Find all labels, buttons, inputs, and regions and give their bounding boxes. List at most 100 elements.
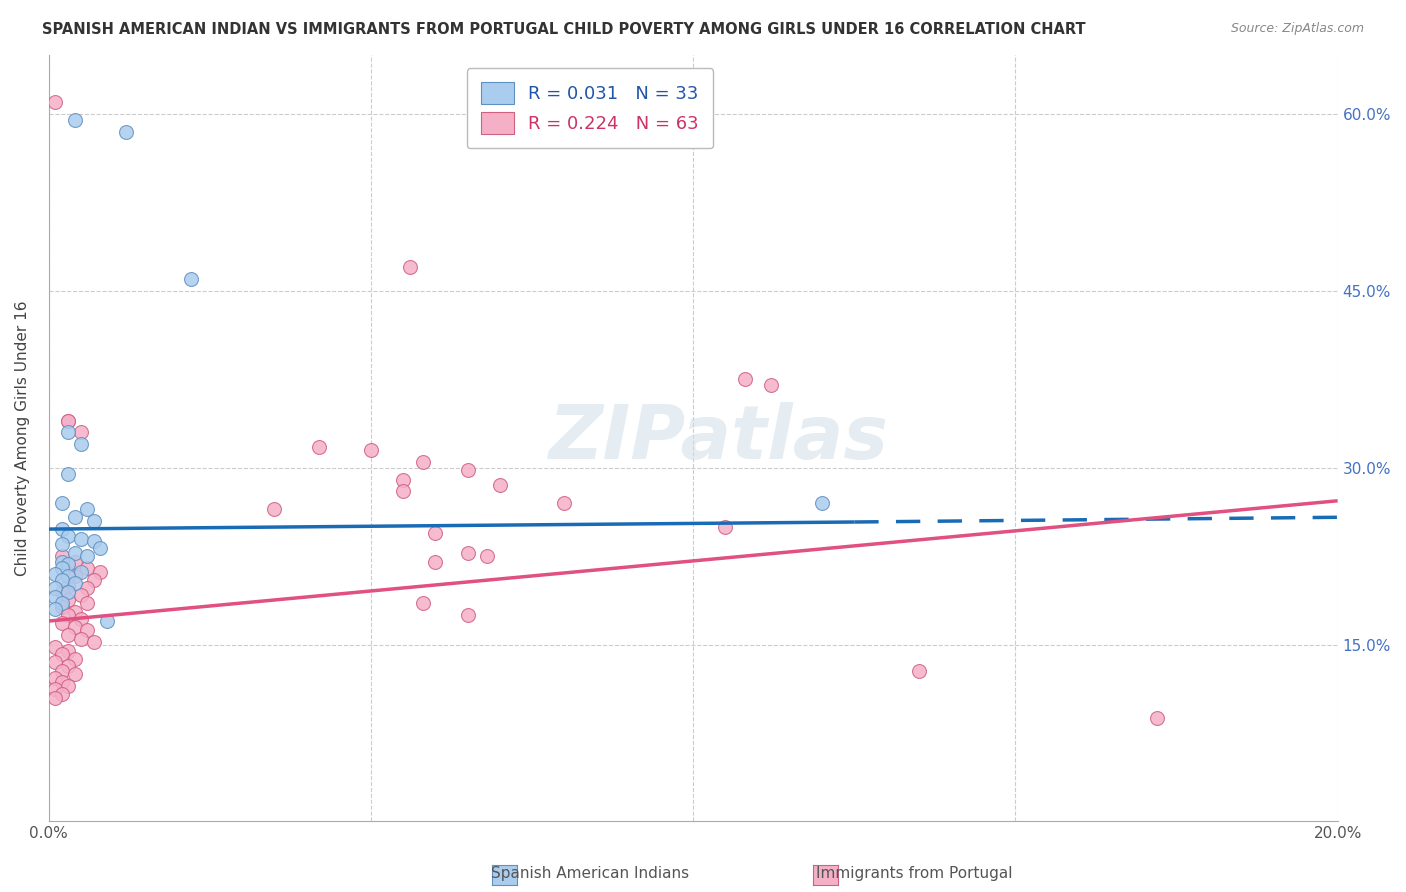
Point [392, 473, 415, 487]
Point [115, 125, 138, 139]
Point [56, 628, 79, 642]
Point [63, 605, 86, 619]
Point [63, 546, 86, 560]
Point [489, 478, 512, 492]
Point [51, 675, 73, 690]
Point [76, 549, 98, 564]
Point [63, 569, 86, 583]
Point [44, 640, 66, 654]
Point [56, 579, 79, 593]
Point [425, 555, 447, 569]
Point [76, 581, 98, 595]
Point [83, 533, 105, 548]
Text: Immigrants from Portugal: Immigrants from Portugal [815, 866, 1012, 881]
Point [51, 664, 73, 678]
Point [76, 596, 98, 610]
Point [51, 687, 73, 701]
Point [70, 437, 93, 451]
Point [1146, 711, 1168, 725]
Point [63, 113, 86, 128]
Point [83, 514, 105, 528]
Point [44, 690, 66, 705]
Point [89, 565, 111, 579]
Point [44, 95, 66, 110]
Point [70, 425, 93, 440]
Point [51, 573, 73, 587]
Point [425, 525, 447, 540]
Point [457, 608, 479, 623]
Point [44, 602, 66, 616]
Point [180, 272, 202, 286]
Point [56, 558, 79, 572]
Point [63, 620, 86, 634]
Point [51, 537, 73, 551]
Point [56, 569, 79, 583]
Point [263, 502, 285, 516]
Point [76, 561, 98, 575]
Point [63, 576, 86, 591]
Point [96, 614, 118, 628]
Point [63, 555, 86, 569]
Point [76, 624, 98, 638]
Point [83, 573, 105, 587]
Point [44, 671, 66, 685]
Point [714, 519, 737, 533]
Point [51, 647, 73, 661]
Point [475, 549, 498, 564]
Point [56, 467, 79, 481]
Point [412, 455, 434, 469]
Point [51, 561, 73, 575]
Y-axis label: Child Poverty Among Girls Under 16: Child Poverty Among Girls Under 16 [15, 301, 30, 576]
Point [360, 443, 382, 458]
Point [56, 658, 79, 673]
Point [44, 566, 66, 581]
Point [89, 541, 111, 555]
Point [51, 599, 73, 614]
Point [759, 378, 782, 392]
Point [70, 632, 93, 646]
Point [56, 584, 79, 599]
Point [63, 510, 86, 524]
Point [44, 682, 66, 697]
Point [51, 496, 73, 510]
Point [44, 591, 66, 605]
Point [63, 667, 86, 681]
Point [734, 372, 756, 386]
Point [56, 608, 79, 623]
Point [51, 522, 73, 536]
Point [56, 679, 79, 693]
Point [392, 484, 415, 499]
Point [56, 643, 79, 657]
Point [63, 652, 86, 666]
Point [308, 440, 330, 454]
Point [44, 655, 66, 669]
Point [553, 496, 575, 510]
Point [76, 502, 98, 516]
Point [70, 612, 93, 626]
Text: SPANISH AMERICAN INDIAN VS IMMIGRANTS FROM PORTUGAL CHILD POVERTY AMONG GIRLS UN: SPANISH AMERICAN INDIAN VS IMMIGRANTS FR… [42, 22, 1085, 37]
Point [44, 581, 66, 595]
Point [457, 546, 479, 560]
Text: Spanish American Indians: Spanish American Indians [492, 866, 689, 881]
Point [70, 532, 93, 546]
Text: Source: ZipAtlas.com: Source: ZipAtlas.com [1230, 22, 1364, 36]
Point [51, 616, 73, 631]
Point [83, 635, 105, 649]
Point [56, 529, 79, 543]
Point [51, 596, 73, 610]
Point [51, 584, 73, 599]
Point [70, 565, 93, 579]
Point [398, 260, 420, 275]
Legend: R = 0.031   N = 33, R = 0.224   N = 63: R = 0.031 N = 33, R = 0.224 N = 63 [467, 68, 713, 148]
Point [51, 549, 73, 564]
Point [56, 414, 79, 428]
Point [56, 592, 79, 607]
Point [457, 463, 479, 477]
Point [56, 414, 79, 428]
Text: ZIPatlas: ZIPatlas [548, 401, 889, 475]
Point [56, 425, 79, 440]
Point [811, 496, 834, 510]
Point [51, 555, 73, 569]
Point [412, 596, 434, 610]
Point [70, 588, 93, 602]
